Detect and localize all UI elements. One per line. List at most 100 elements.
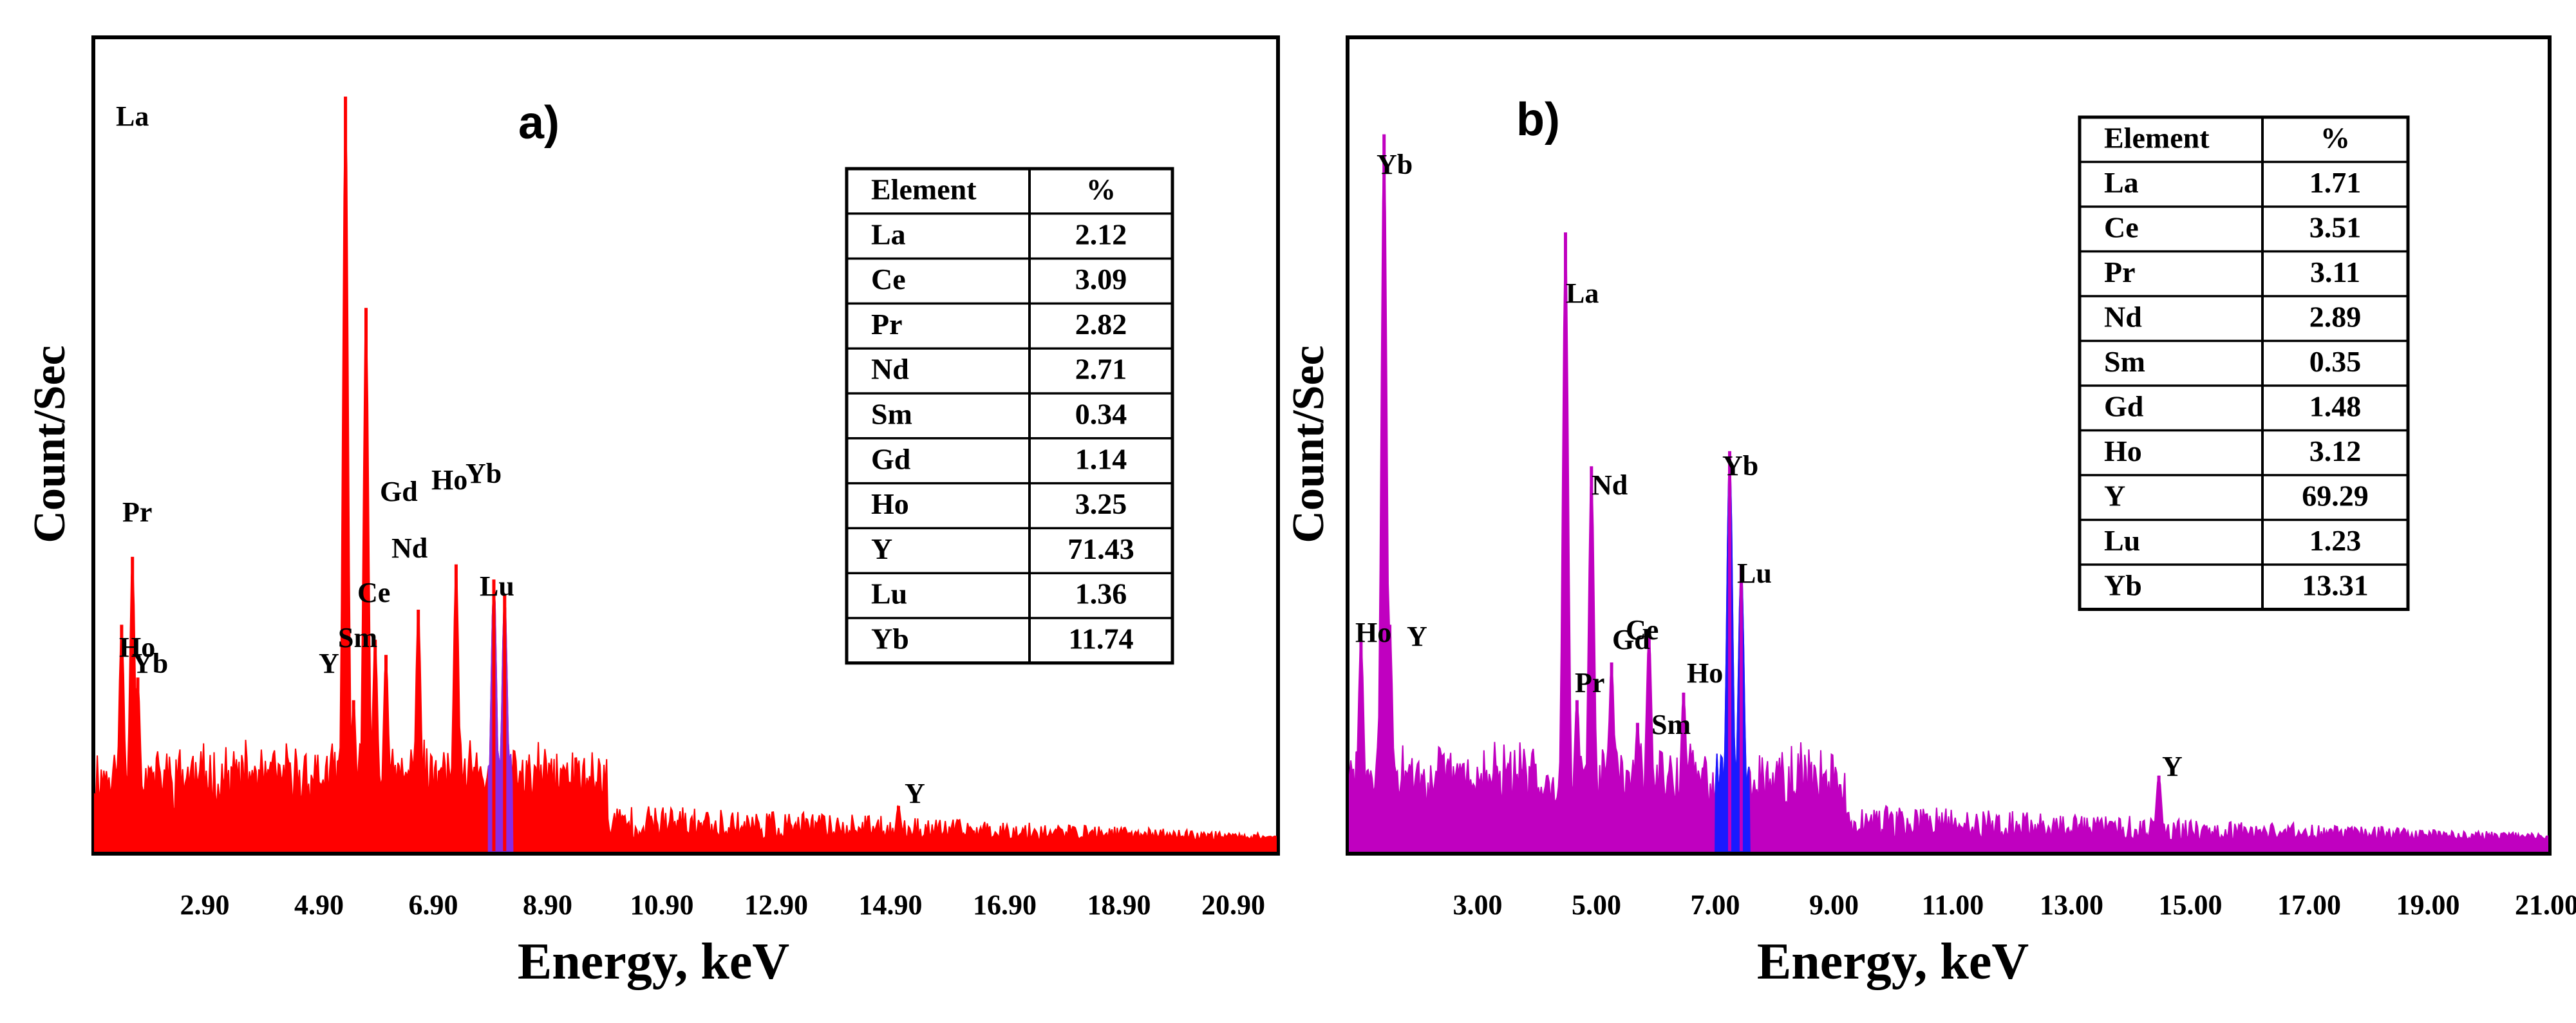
table-cell-element: Yb bbox=[2104, 568, 2142, 601]
table-cell-element: Ho bbox=[2104, 435, 2142, 467]
peak-label: Gd bbox=[1612, 624, 1650, 655]
table-cell-element: Sm bbox=[871, 398, 912, 431]
x-tick-label: 2.90 bbox=[180, 889, 230, 921]
panel-b-y-axis-label: Count/Sec bbox=[1284, 345, 1333, 543]
table-cell-percent: 2.71 bbox=[1075, 353, 1127, 386]
peak-label: Lu bbox=[480, 570, 514, 602]
table-header-element: Element bbox=[2104, 121, 2210, 154]
peak-label: Pr bbox=[1575, 667, 1604, 699]
table-cell-percent: 3.51 bbox=[2309, 211, 2362, 243]
table-cell-percent: 13.31 bbox=[2302, 568, 2369, 601]
table-cell-percent: 0.34 bbox=[1075, 398, 1127, 431]
x-tick-label: 8.90 bbox=[523, 889, 572, 921]
peak-label: Ce bbox=[357, 577, 390, 608]
table-cell-element: Lu bbox=[2104, 524, 2140, 557]
table-cell-element: Pr bbox=[871, 308, 903, 341]
peak-label: La bbox=[1566, 277, 1599, 309]
panel-b-frame bbox=[1346, 35, 2552, 856]
x-tick-label: 9.00 bbox=[1809, 889, 1859, 921]
peak-label: Nd bbox=[1592, 469, 1628, 501]
table-cell-percent: 1.48 bbox=[2309, 389, 2362, 422]
peak-label: Ho bbox=[431, 464, 467, 496]
panel-b: Count/Sec Energy, keV b) 3.00 5.00 7.00 9.0… bbox=[1284, 35, 2576, 990]
panel-b-spectrum bbox=[1349, 134, 2548, 852]
table-cell-element: Ho bbox=[871, 487, 909, 520]
table-cell-percent: 1.23 bbox=[2309, 524, 2362, 557]
peak-label: Ho bbox=[119, 632, 155, 663]
table-cell-percent: 2.89 bbox=[2309, 300, 2362, 333]
panel-a-y-axis-label: Count/Sec bbox=[25, 345, 75, 543]
panel-b-x-axis-label: Energy, keV bbox=[1757, 934, 2029, 990]
table-cell-percent: 3.25 bbox=[1075, 487, 1127, 520]
table-cell-percent: 1.36 bbox=[1075, 577, 1127, 610]
panel-b-x-ticks: 3.00 5.00 7.00 9.00 11.00 13.00 15.00 17.00 19.0… bbox=[1453, 889, 2576, 921]
x-tick-label: 11.00 bbox=[1922, 889, 1984, 921]
x-tick-label: 6.90 bbox=[409, 889, 458, 921]
x-tick-label: 4.90 bbox=[294, 889, 344, 921]
table-frame bbox=[845, 167, 1174, 665]
table-cell-element: Pr bbox=[2104, 256, 2136, 288]
peak-label: Yb bbox=[1377, 149, 1413, 180]
panel-a-x-axis-label: Energy, keV bbox=[518, 934, 789, 990]
peak-label: Y bbox=[319, 648, 339, 679]
table-header-percent: % bbox=[2320, 121, 2350, 154]
peak-label: Y bbox=[1407, 621, 1427, 652]
table-header-percent: % bbox=[1086, 173, 1116, 206]
x-tick-label: 7.00 bbox=[1691, 889, 1740, 921]
peak-label: Pr bbox=[122, 496, 152, 528]
table-cell-percent: 2.82 bbox=[1075, 308, 1127, 341]
peak-label: Y bbox=[905, 778, 925, 809]
peak-label: Sm bbox=[338, 622, 377, 653]
panel-b-composition-table: Element % La 1.71 Ce 3.51 Pr 3.11 Nd 2.89 Sm 0.35 Gd… bbox=[2078, 115, 2410, 611]
table-cell-element: Gd bbox=[2104, 389, 2144, 422]
table-header-element: Element bbox=[871, 173, 977, 206]
x-tick-label: 12.90 bbox=[744, 889, 808, 921]
peak-label: Sm bbox=[1651, 709, 1691, 740]
table-cell-percent: 2.12 bbox=[1075, 218, 1127, 250]
peak-label: La bbox=[116, 100, 149, 132]
x-tick-label: 21.00 bbox=[2515, 889, 2576, 921]
peak-label: Ce bbox=[1626, 614, 1659, 646]
peak-label: Ho bbox=[1355, 617, 1391, 648]
panel-b-label: b) bbox=[1516, 94, 1560, 145]
peak-label: Gd bbox=[380, 476, 418, 507]
table-cell-percent: 3.11 bbox=[2310, 256, 2360, 288]
table-cell-element: Lu bbox=[871, 577, 907, 610]
x-tick-label: 3.00 bbox=[1453, 889, 1503, 921]
table-cell-element: Ce bbox=[871, 263, 906, 296]
table-cell-percent: 3.12 bbox=[2309, 435, 2362, 467]
highlight-band bbox=[1715, 458, 1751, 852]
x-tick-label: 20.90 bbox=[1201, 889, 1265, 921]
table-cell-percent: 3.09 bbox=[1075, 263, 1127, 296]
table-cell-element: Gd bbox=[871, 442, 911, 475]
peak-label: Y bbox=[2162, 751, 2183, 782]
peak-label: Yb bbox=[132, 648, 168, 679]
peak-label: Lu bbox=[1737, 558, 1772, 589]
table-cell-percent: 71.43 bbox=[1067, 532, 1134, 565]
peak-label: Nd bbox=[391, 532, 428, 564]
x-tick-label: 15.00 bbox=[2159, 889, 2223, 921]
x-tick-label: 13.00 bbox=[2040, 889, 2103, 921]
peak-label: Yb bbox=[465, 458, 502, 489]
table-cell-element: Y bbox=[2104, 479, 2125, 512]
x-tick-label: 5.00 bbox=[1572, 889, 1621, 921]
table-cell-element: Y bbox=[871, 532, 892, 565]
table-cell-element: Nd bbox=[2104, 300, 2142, 333]
x-tick-label: 18.90 bbox=[1087, 889, 1151, 921]
x-tick-label: 10.90 bbox=[630, 889, 694, 921]
panel-a-spectrum bbox=[94, 97, 1277, 852]
table-cell-element: La bbox=[2104, 166, 2139, 199]
table-cell-element: La bbox=[871, 218, 906, 250]
panel-a-composition-table: Element % La 2.12 Ce 3.09 Pr 2.82 Nd 2.71 Sm 0.34 Gd… bbox=[845, 167, 1174, 665]
panel-a: Count/Sec Energy, keV a) 2.90 4.90 6.90 8.9… bbox=[25, 35, 1280, 990]
table-cell-percent: 69.29 bbox=[2302, 479, 2369, 512]
table-cell-element: Sm bbox=[2104, 345, 2145, 378]
table-cell-percent: 0.35 bbox=[2309, 345, 2362, 378]
panel-a-label: a) bbox=[518, 97, 559, 149]
peak-label: Ho bbox=[1687, 657, 1723, 689]
table-frame bbox=[2078, 115, 2410, 611]
table-cell-element: Nd bbox=[871, 353, 909, 386]
x-tick-label: 19.00 bbox=[2396, 889, 2460, 921]
